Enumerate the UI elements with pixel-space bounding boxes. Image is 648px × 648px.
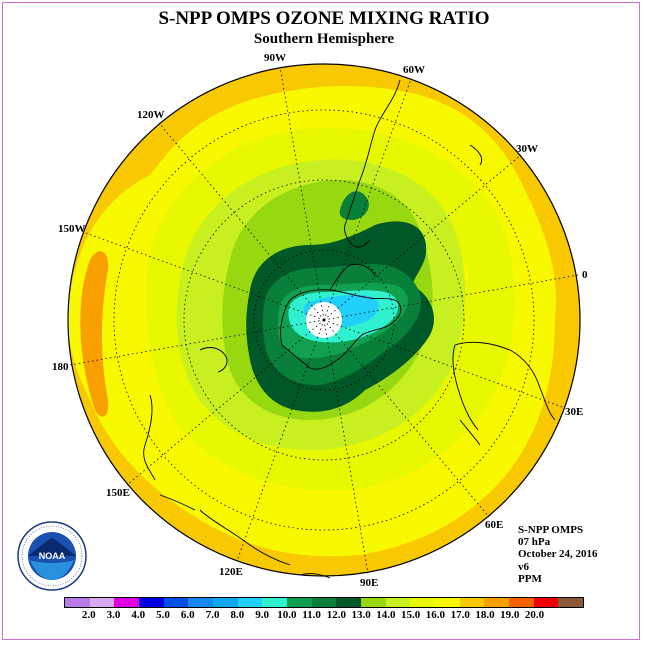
lon-label-0: 0 <box>582 269 588 281</box>
colorbar-segment <box>114 598 140 607</box>
colorbar-segment <box>558 598 584 607</box>
colorbar-segment <box>188 598 214 607</box>
chart-title: S-NPP OMPS OZONE MIXING RATIO <box>158 8 490 29</box>
colorbar-segment <box>509 598 534 607</box>
colorbar-segment <box>311 598 337 607</box>
ozone-field <box>68 64 580 576</box>
colorbar-segment <box>139 598 164 607</box>
colorbar-segment <box>237 598 263 607</box>
info-date: October 24, 2016 <box>518 548 598 561</box>
lon-label-90w: 90W <box>264 52 286 64</box>
colorbar <box>64 597 584 608</box>
colorbar-tick-label: 3.0 <box>106 609 121 621</box>
colorbar-segment <box>459 598 485 607</box>
colorbar-tick-label: 18.0 <box>475 609 495 621</box>
info-version: v6 <box>518 560 529 573</box>
lon-label-150e: 150E <box>106 487 130 499</box>
svg-text:NOAA: NOAA <box>39 551 66 561</box>
lon-label-90e: 90E <box>360 577 378 589</box>
colorbar-tick-label: 14.0 <box>376 609 396 621</box>
colorbar-tick-label: 17.0 <box>450 609 470 621</box>
colorbar-tick-label: 9.0 <box>255 609 269 621</box>
lon-label-150w: 150W <box>58 223 86 235</box>
colorbar-segment <box>213 598 238 607</box>
info-instrument: S-NPP OMPS <box>518 524 584 536</box>
info-level: 07 hPa <box>518 536 551 549</box>
colorbar-tick-label: 12.0 <box>326 609 346 621</box>
colorbar-tick-label: 20.0 <box>524 609 545 621</box>
colorbar-tick-label: 6.0 <box>180 609 195 621</box>
colorbar-tick-label: 7.0 <box>205 609 220 621</box>
pole-marker <box>322 318 326 322</box>
colorbar-tick-label: 8.0 <box>230 609 245 621</box>
info-units: PPM <box>518 572 542 585</box>
noaa-emblem-icon: NOAA <box>17 521 87 591</box>
colorbar-segment <box>262 598 288 607</box>
colorbar-segment <box>410 598 436 607</box>
chart-subtitle: Southern Hemisphere <box>253 31 395 47</box>
colorbar-segment <box>533 598 559 607</box>
colorbar-segment <box>484 598 510 607</box>
lon-label-30e: 30E <box>565 406 583 418</box>
colorbar-tick-label: 4.0 <box>131 609 146 621</box>
lon-label-120e: 120E <box>219 566 243 578</box>
colorbar-segment <box>336 598 362 607</box>
colorbar-tick-label: 15.0 <box>401 609 421 621</box>
lon-label-120w: 120W <box>137 109 165 121</box>
colorbar-tick-label: 16.0 <box>425 609 446 621</box>
map-boundary <box>67 63 581 577</box>
colorbar-segment <box>89 598 115 607</box>
colorbar-segment <box>435 598 460 607</box>
colorbar-tick-label: 5.0 <box>156 609 170 621</box>
colorbar-segment <box>65 598 90 607</box>
longitude-labels: 90W 60W 30W 0 30E 60E 90E 120E 150E 180 … <box>52 52 588 589</box>
lon-label-60w: 60W <box>403 64 425 76</box>
graticule <box>69 66 579 574</box>
colorbar-tick-label: 19.0 <box>500 609 520 621</box>
info-block: S-NPP OMPS 07 hPa October 24, 2016 v6 PP… <box>518 524 598 585</box>
colorbar-segment <box>361 598 386 607</box>
colorbar-segment <box>163 598 189 607</box>
colorbar-tick-label: 13.0 <box>351 609 371 621</box>
colorbar-tick-label: 2.0 <box>81 609 96 621</box>
lon-label-180: 180 <box>52 361 69 373</box>
image-frame <box>2 2 640 640</box>
colorbar-segment <box>287 598 312 607</box>
colorbar-ticks: 2.0 3.0 4.0 5.0 6.0 7.0 8.0 9.0 10.0 11.0 12.0 13.0… <box>64 609 584 623</box>
lon-label-60e: 60E <box>485 519 503 531</box>
colorbar-tick-label: 11.0 <box>302 609 321 621</box>
colorbar-tick-label: 10.0 <box>277 609 297 621</box>
colorbar-segment <box>385 598 411 607</box>
lon-label-30w: 30W <box>516 143 538 155</box>
noaa-logo: NOAA <box>16 520 88 592</box>
